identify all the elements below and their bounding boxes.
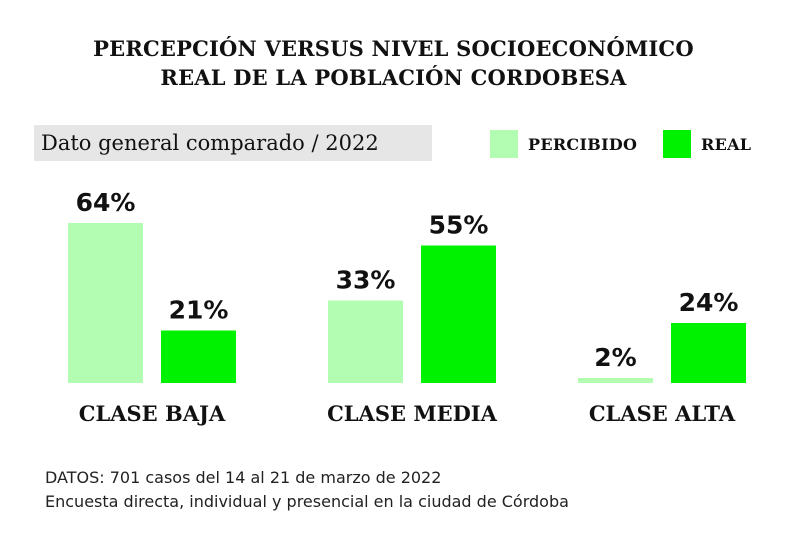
legend-label-real: REAL xyxy=(701,134,752,154)
legend-item-real: REAL xyxy=(663,130,751,158)
bar-real-2 xyxy=(671,323,746,383)
chart-subtitle: Dato general comparado / 2022 xyxy=(34,125,432,161)
data-label-percibido-1: 33% xyxy=(336,266,396,295)
category-label-2: CLASE ALTA xyxy=(589,401,736,426)
category-label-0: CLASE BAJA xyxy=(79,401,226,426)
data-label-percibido-2: 2% xyxy=(594,343,636,372)
legend-label-percibido: PERCIBIDO xyxy=(528,134,638,154)
source-line-2: Encuesta directa, individual y presencia… xyxy=(45,492,569,511)
category-label-1: CLASE MEDIA xyxy=(327,401,498,426)
data-label-real-2: 24% xyxy=(679,288,739,317)
data-label-real-0: 21% xyxy=(169,296,229,325)
source-line-1: DATOS: 701 casos del 14 al 21 de marzo d… xyxy=(45,468,442,487)
chart-title: PERCEPCIÓN VERSUS NIVEL SOCIOECONÓMICO R… xyxy=(0,34,787,92)
data-label-real-1: 55% xyxy=(429,211,489,240)
legend-item-percibido: PERCIBIDO xyxy=(490,130,637,158)
data-label-percibido-0: 64% xyxy=(76,188,136,217)
legend-swatch-real xyxy=(663,130,691,158)
bar-real-1 xyxy=(421,245,496,383)
source-note: DATOS: 701 casos del 14 al 21 de marzo d… xyxy=(45,466,569,514)
bar-percibido-2 xyxy=(578,378,653,383)
chart-title-line-2: REAL DE LA POBLACIÓN CORDOBESA xyxy=(160,65,627,90)
bar-chart: 64% 21% CLASE BAJA 33% 55% CLASE MEDIA 2% 24% CL… xyxy=(68,188,746,426)
bar-percibido-0 xyxy=(68,223,143,383)
bar-percibido-1 xyxy=(328,300,403,383)
bar-real-0 xyxy=(161,330,236,383)
chart-title-line-1: PERCEPCIÓN VERSUS NIVEL SOCIOECONÓMICO xyxy=(93,36,694,61)
legend-swatch-percibido xyxy=(490,130,518,158)
